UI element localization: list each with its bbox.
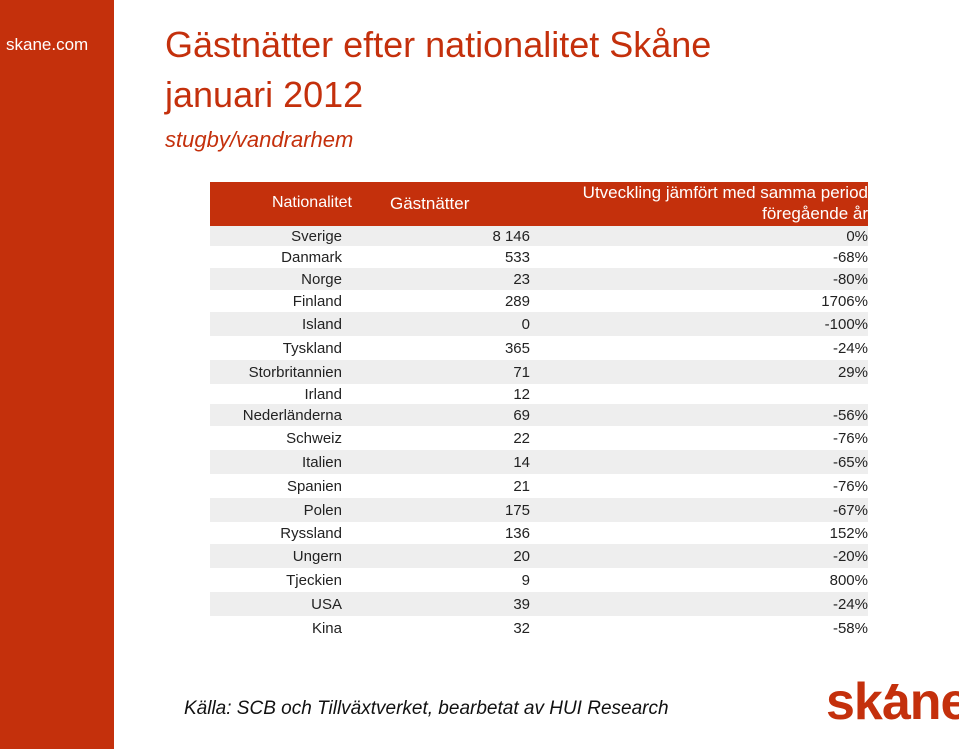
table-row: Norge 23 -80% bbox=[210, 268, 868, 290]
cell-development: -80% bbox=[832, 271, 868, 288]
cell-nationality: Finland bbox=[292, 293, 342, 310]
table-row: Danmark 533 -68% bbox=[210, 246, 868, 268]
table-row: Italien 14 -65% bbox=[210, 450, 868, 474]
cell-nationality: Sverige bbox=[291, 228, 342, 245]
table-row: Sverige 8 146 0% bbox=[210, 226, 868, 246]
cell-nationality: Ryssland bbox=[280, 525, 342, 542]
page-title: Gästnätter efter nationalitet Skåne janu… bbox=[165, 20, 711, 120]
cell-development: -76% bbox=[832, 478, 868, 495]
cell-guest-nights: 12 bbox=[513, 386, 530, 403]
cell-nationality: Nederländerna bbox=[242, 407, 342, 424]
table-row: Ryssland 136 152% bbox=[210, 522, 868, 544]
cell-guest-nights: 0 bbox=[521, 316, 530, 333]
table-row: Tjeckien 9 800% bbox=[210, 568, 868, 592]
cell-guest-nights: 9 bbox=[521, 572, 530, 589]
cell-nationality: Ungern bbox=[292, 548, 342, 565]
cell-development: -76% bbox=[832, 430, 868, 447]
cell-development: -20% bbox=[832, 548, 868, 565]
table-row: Ungern 20 -20% bbox=[210, 544, 868, 568]
cell-guest-nights: 21 bbox=[513, 478, 530, 495]
table-row: Spanien 21 -76% bbox=[210, 474, 868, 498]
table-row: Nederländerna 69 -56% bbox=[210, 404, 868, 426]
cell-development: -56% bbox=[832, 407, 868, 424]
cell-guest-nights: 533 bbox=[504, 249, 530, 266]
cell-guest-nights: 32 bbox=[513, 620, 530, 637]
cell-guest-nights: 136 bbox=[504, 525, 530, 542]
table-row: Irland 12 bbox=[210, 384, 868, 404]
title-line-2: januari 2012 bbox=[165, 74, 364, 115]
page-subtitle: stugby/vandrarhem bbox=[165, 127, 354, 152]
cell-development: 152% bbox=[829, 525, 868, 542]
title-line-1: Gästnätter efter nationalitet Skåne bbox=[165, 24, 712, 65]
table-row: Kina 32 -58% bbox=[210, 616, 868, 640]
cell-development: 1706% bbox=[821, 293, 868, 310]
cell-development: -58% bbox=[832, 620, 868, 637]
table-row: Tyskland 365 -24% bbox=[210, 336, 868, 360]
cell-nationality: Polen bbox=[303, 502, 342, 519]
sidebar: skane.com bbox=[0, 0, 114, 749]
cell-nationality: Tjeckien bbox=[286, 572, 342, 589]
cell-development: -24% bbox=[832, 340, 868, 357]
cell-guest-nights: 175 bbox=[504, 502, 530, 519]
cell-development: -65% bbox=[832, 454, 868, 471]
cell-guest-nights: 8 146 bbox=[492, 228, 530, 245]
cell-guest-nights: 14 bbox=[513, 454, 530, 471]
cell-nationality: Tyskland bbox=[282, 340, 342, 357]
cell-nationality: Irland bbox=[304, 386, 342, 403]
table-row: Finland 289 1706% bbox=[210, 290, 868, 312]
skane-logo: skane bbox=[826, 672, 959, 732]
cell-guest-nights: 71 bbox=[513, 364, 530, 381]
cell-development: 0% bbox=[846, 228, 868, 245]
cell-guest-nights: 69 bbox=[513, 407, 530, 424]
cell-nationality: Norge bbox=[301, 271, 342, 288]
source-note: Källa: SCB och Tillväxtverket, bearbetat… bbox=[184, 698, 669, 719]
data-table: Nationalitet Gästnätter Utveckling jämfö… bbox=[210, 182, 868, 640]
cell-nationality: Italien bbox=[301, 454, 342, 471]
cell-development: -68% bbox=[832, 249, 868, 266]
cell-guest-nights: 20 bbox=[513, 548, 530, 565]
cell-nationality: Danmark bbox=[281, 249, 342, 266]
cell-development: -24% bbox=[832, 596, 868, 613]
cell-guest-nights: 23 bbox=[513, 271, 530, 288]
table-body: Sverige 8 146 0% Danmark 533 -68% Norge 23 -80% F… bbox=[210, 226, 868, 640]
table-row: Storbritannien 71 29% bbox=[210, 360, 868, 384]
cell-nationality: Schweiz bbox=[286, 430, 342, 447]
table-row: Polen 175 -67% bbox=[210, 498, 868, 522]
cell-guest-nights: 365 bbox=[504, 340, 530, 357]
cell-development: 800% bbox=[829, 572, 868, 589]
table-header: Nationalitet Gästnätter Utveckling jämfö… bbox=[210, 182, 868, 226]
cell-development: 29% bbox=[837, 364, 868, 381]
cell-guest-nights: 39 bbox=[513, 596, 530, 613]
header-development-line-2: föregående år bbox=[762, 204, 868, 223]
cell-guest-nights: 22 bbox=[513, 430, 530, 447]
cell-nationality: Spanien bbox=[286, 478, 342, 495]
cell-nationality: Kina bbox=[311, 620, 342, 637]
cell-nationality: Island bbox=[301, 316, 342, 333]
cell-nationality: Storbritannien bbox=[248, 364, 342, 381]
cell-development: -100% bbox=[824, 316, 868, 333]
header-guest-nights: Gästnätter bbox=[390, 194, 470, 213]
table-row: Island 0 -100% bbox=[210, 312, 868, 336]
table-row: Schweiz 22 -76% bbox=[210, 426, 868, 450]
table-row: USA 39 -24% bbox=[210, 592, 868, 616]
brand-link[interactable]: skane.com bbox=[6, 35, 89, 54]
cell-development: -67% bbox=[832, 502, 868, 519]
header-nationality: Nationalitet bbox=[271, 194, 352, 211]
cell-nationality: USA bbox=[311, 596, 342, 613]
header-development: Utveckling jämfört med samma period före… bbox=[583, 182, 868, 224]
header-development-line-1: Utveckling jämfört med samma period bbox=[582, 183, 868, 202]
logo-text: skane bbox=[826, 673, 959, 731]
cell-guest-nights: 289 bbox=[504, 293, 530, 310]
